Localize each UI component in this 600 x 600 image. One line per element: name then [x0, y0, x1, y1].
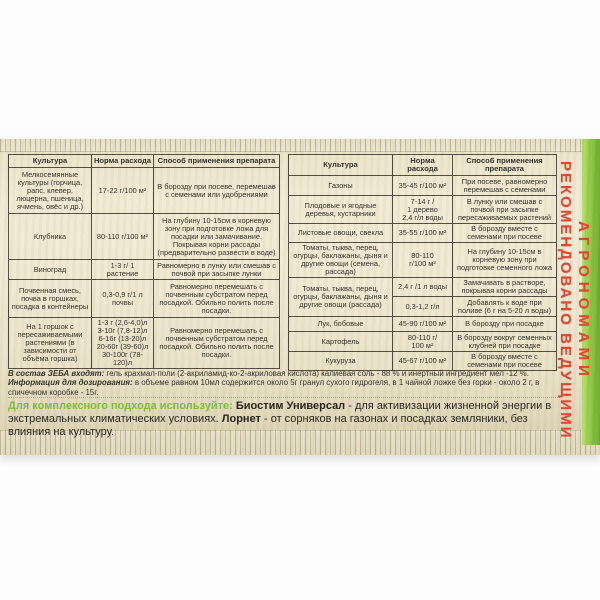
cell-rate: 35-55 г/100 м² [392, 223, 453, 244]
column-header-culture: Культура [288, 153, 393, 177]
table-row: Томаты, тыква, перец, огурцы, баклажаны,… [288, 242, 557, 279]
cell-rate: 0,3-0,9 г/1 л почвы [91, 279, 154, 319]
cell-method: В борозду при посадке [452, 316, 557, 333]
cell-culture: Лук, бобовые [288, 316, 393, 333]
package-crimped-bottom-edge [0, 430, 600, 455]
cell-method: Равномерно перемешать с почвенным субстр… [153, 279, 280, 319]
cell-culture: Почвенная смесь, почва в горшках, посадк… [8, 279, 92, 319]
cell-method: В борозду вместе с семенами при посеве [452, 351, 557, 372]
cell-culture: Газоны [288, 175, 393, 197]
cell-culture: На 1 горшок с пересаживаемыми растениями… [8, 317, 92, 370]
table-row: Лук, бобовые 45-90 г/100 м² В борозду пр… [288, 316, 557, 333]
table-row: Листовые овощи, свекла 35-55 г/100 м² В … [288, 223, 557, 244]
cell-rate: 80-110 г/100 м² [91, 213, 154, 261]
cell-method: Равномерно перемешать с почвенным субстр… [153, 317, 280, 370]
promo-product-biostim: Биостим Универсал [235, 400, 346, 412]
green-side-stripe [582, 139, 600, 445]
table-row: Газоны 35-45 г/100 м² При посеве, равном… [288, 175, 557, 197]
side-banner-text-line2: АГРОНОМАМИ [575, 221, 592, 381]
column-header-rate: Норма расхода [392, 153, 453, 177]
column-header-method: Способ применения препарата [153, 153, 280, 169]
cell-rate: 2,4 г /1 л воды [392, 277, 453, 298]
cell-rate: 17-22 г/100 м² [91, 167, 154, 215]
dosage-table-left: Культура Норма расхода Способ применения… [8, 153, 280, 370]
composition-paragraph: В состав ЗЕБА входят: гель крахмал-поли … [8, 369, 554, 397]
cell-method: Замачивать в растворе, покрывая корни ра… [452, 277, 557, 298]
cell-method: При посеве, равномерно перемешав с семен… [452, 175, 557, 197]
product-package-label: Культура Норма расхода Способ применения… [0, 139, 600, 455]
table-row: Плодовые и ягодные деревья, кустарники 7… [288, 195, 557, 225]
cell-method: В борозду вместе с семенами при посеве [452, 223, 557, 244]
cell-culture: Картофель [288, 331, 393, 353]
cell-rate: 45-67 г/100 м² [392, 351, 453, 372]
column-header-culture: Культура [8, 153, 92, 169]
cell-rate: 1-3 г/ 1 растение [91, 259, 154, 281]
cell-rate: 45-90 г/100 м² [392, 316, 453, 333]
table-row: На 1 горшок с пересаживаемыми растениями… [8, 317, 280, 370]
side-banner-text-line1: РЕКОМЕНДОВАНО ВЕДУЩИМИ [557, 161, 574, 440]
cell-culture: Томаты, тыква, перец, огурцы, баклажаны,… [288, 242, 393, 279]
cell-method: В борозду при посеве, перемешав с семена… [153, 167, 280, 215]
table-row: Клубника 80-110 г/100 м² На глубину 10-1… [8, 213, 280, 261]
cell-method: В лунку или смешав с почвой при засыпке … [452, 195, 557, 225]
table-row: 0,3-1,2 г/л Добавлять к воде при поливе … [289, 296, 557, 318]
cell-rate: 1-3 г (2,6-4,0)л 3-10г (7,8-12)л 6-16г (… [91, 317, 154, 370]
cell-culture: Клубника [8, 213, 92, 261]
cell-culture: Томаты, тыква, перец, огурцы, баклажаны,… [288, 277, 393, 318]
dosing-info-text: в объеме равном 10мл содержится около 5г… [8, 378, 540, 397]
cell-culture: Виноград [8, 259, 92, 281]
promo-text-1: - для активизации жизненной энергии в эк… [8, 400, 552, 425]
table-row: Виноград 1-3 г/ 1 растение Равномерно в … [8, 259, 280, 281]
cell-culture: Кукуруза [288, 351, 393, 372]
cell-method: Равномерно в лунку или смешав с почвой п… [153, 259, 280, 281]
dosage-table-right: Культура Норма расхода Способ применения… [288, 153, 557, 372]
promo-product-lornet: Лорнет [221, 412, 261, 425]
promo-lead: Для комплексного подхода используйте: [8, 400, 236, 412]
cell-culture: Плодовые и ягодные деревья, кустарники [288, 195, 393, 225]
promo-paragraph: Для комплексного подхода используйте: Би… [8, 397, 560, 439]
table-header-row: Культура Норма расхода Способ применения… [288, 153, 557, 177]
cell-method: На глубину 10-15см в корневую зону при п… [153, 213, 280, 261]
cell-rate: 80-110 г/100 м² [392, 242, 453, 279]
table-row: Почвенная смесь, почва в горшках, посадк… [8, 279, 280, 319]
promo-text-2: - от сорняков на газонах и посадках земл… [8, 412, 528, 438]
package-crimped-top-edge [0, 139, 600, 152]
composition-text: гель крахмал-поли (2-акриламид-ко-2-акри… [104, 369, 529, 378]
cell-method: На глубину 10-15см в корневую зону при п… [452, 242, 557, 279]
cell-culture: Мелкосемянные культуры (горчица, рапс, к… [8, 167, 92, 215]
cell-rate: 80-110 г/ 100 м² [392, 331, 453, 353]
table-row: Мелкосемянные культуры (горчица, рапс, к… [8, 167, 280, 215]
cell-rate: 7-14 г / 1 дерево 2,4 г/л воды [392, 195, 453, 225]
cell-method: Добавлять к воде при поливе (6 г на 5-20… [452, 296, 557, 318]
cell-culture: Листовые овощи, свекла [288, 223, 393, 244]
table-row: Кукуруза 45-67 г/100 м² В борозду вместе… [288, 351, 557, 372]
column-header-rate: Норма расхода [91, 153, 154, 169]
cell-rate: 35-45 г/100 м² [392, 175, 453, 197]
cell-method: В борозду вокруг семенных клубней при по… [452, 331, 557, 353]
cell-rate: 0,3-1,2 г/л [392, 296, 453, 318]
table-row: Картофель 80-110 г/ 100 м² В борозду вок… [288, 331, 557, 353]
column-header-method: Способ применения препарата [452, 153, 557, 177]
table-row: Томаты, тыква, перец, огурцы, баклажаны,… [288, 277, 557, 318]
dosing-info-lead: Информация для дозирования: [8, 378, 133, 388]
composition-lead: В состав ЗЕБА входят: [8, 369, 105, 378]
table-header-row: Культура Норма расхода Способ применения… [8, 153, 280, 169]
